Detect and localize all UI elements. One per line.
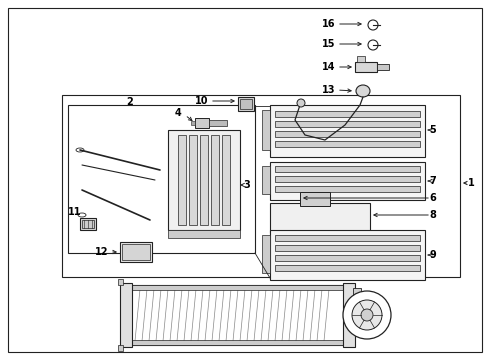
Bar xyxy=(82,220,94,228)
Bar xyxy=(275,255,420,261)
Bar xyxy=(275,176,420,182)
Bar xyxy=(191,121,195,125)
Ellipse shape xyxy=(297,99,305,107)
Bar xyxy=(270,105,425,157)
Bar xyxy=(262,166,270,194)
Bar xyxy=(275,131,420,137)
Bar xyxy=(275,265,420,271)
Bar xyxy=(270,162,425,200)
Text: 7: 7 xyxy=(430,176,437,186)
Bar xyxy=(275,245,420,251)
Bar xyxy=(357,56,365,62)
Bar xyxy=(68,105,255,253)
Text: 5: 5 xyxy=(430,125,437,135)
Bar xyxy=(355,62,377,72)
Text: 15: 15 xyxy=(321,39,335,49)
Bar xyxy=(270,230,425,280)
Text: 10: 10 xyxy=(195,96,208,106)
Bar xyxy=(130,340,345,345)
Text: 3: 3 xyxy=(244,180,250,190)
Bar xyxy=(240,99,252,109)
Text: 2: 2 xyxy=(126,97,133,107)
Text: 4: 4 xyxy=(174,108,181,118)
Bar xyxy=(130,285,345,290)
Text: 14: 14 xyxy=(321,62,335,72)
Bar xyxy=(168,130,240,230)
Text: 11: 11 xyxy=(68,207,82,217)
Ellipse shape xyxy=(356,85,370,97)
Bar xyxy=(189,135,197,225)
Bar xyxy=(275,186,420,192)
Bar xyxy=(62,95,460,277)
Bar xyxy=(300,192,330,206)
Bar xyxy=(195,118,209,128)
Bar xyxy=(275,121,420,127)
Bar xyxy=(222,135,230,225)
Bar xyxy=(209,120,227,126)
Circle shape xyxy=(343,291,391,339)
Bar xyxy=(120,242,152,262)
Text: 16: 16 xyxy=(321,19,335,29)
Bar xyxy=(270,233,340,253)
Bar xyxy=(262,235,270,273)
Text: 12: 12 xyxy=(95,247,108,257)
Circle shape xyxy=(352,300,382,330)
Bar xyxy=(80,218,96,230)
Bar xyxy=(262,110,270,150)
Bar xyxy=(118,345,123,351)
Bar xyxy=(200,135,208,225)
Bar xyxy=(130,285,345,345)
Text: 8: 8 xyxy=(430,210,437,220)
Text: 6: 6 xyxy=(430,193,437,203)
Bar xyxy=(275,235,420,241)
Bar xyxy=(377,64,389,70)
Bar xyxy=(238,97,254,111)
Bar xyxy=(211,135,219,225)
Bar xyxy=(343,283,355,347)
Text: 1: 1 xyxy=(467,178,474,188)
Bar xyxy=(122,244,150,260)
Bar xyxy=(178,135,186,225)
Text: 9: 9 xyxy=(430,250,437,260)
Bar xyxy=(168,230,240,238)
Bar xyxy=(353,288,361,296)
Text: 13: 13 xyxy=(321,85,335,95)
Bar xyxy=(120,283,132,347)
Bar xyxy=(118,279,123,285)
Bar xyxy=(275,141,420,147)
Bar xyxy=(275,111,420,117)
Bar xyxy=(275,166,420,172)
Bar xyxy=(270,203,370,233)
Circle shape xyxy=(361,309,373,321)
